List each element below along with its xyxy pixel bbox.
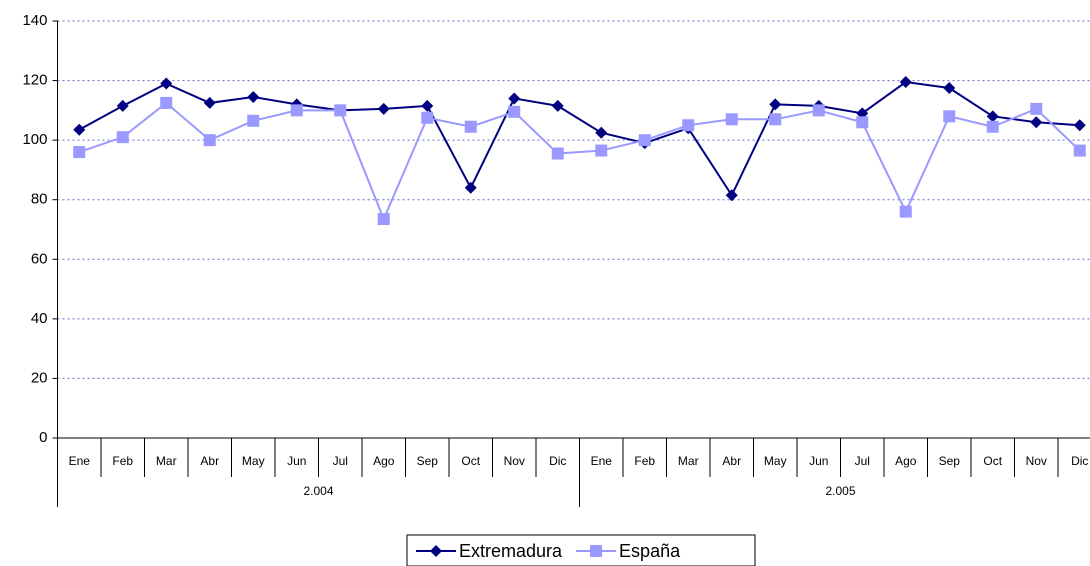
data-point [247, 90, 260, 103]
x-tick-label: May [242, 454, 265, 468]
series-line [78, 81, 1080, 198]
data-point [160, 96, 173, 109]
x-tick-label: Dic [1071, 454, 1088, 468]
x-tick-label: Ago [895, 454, 917, 468]
data-point [1030, 102, 1043, 115]
data-point [203, 134, 216, 147]
group-label: 2.005 [825, 484, 855, 498]
data-point [638, 134, 651, 147]
x-tick-label: Oct [983, 454, 1002, 468]
x-tick-label: Jul [855, 454, 870, 468]
legend-label: España [619, 541, 681, 561]
x-tick-label: May [764, 454, 787, 468]
data-point [377, 102, 390, 115]
x-tick-label: Jun [287, 454, 306, 468]
data-point [986, 120, 999, 133]
x-tick-label: Jul [333, 454, 348, 468]
data-point [334, 104, 347, 117]
x-tick-label: Ene [69, 454, 91, 468]
data-point [595, 144, 608, 157]
data-point [116, 99, 129, 112]
x-tick-label: Ene [591, 454, 613, 468]
x-tick-label: Ago [373, 454, 395, 468]
data-point [769, 98, 782, 111]
x-tick-label: Sep [939, 454, 961, 468]
y-tick-label: 80 [31, 191, 48, 208]
x-tick-label: Abr [722, 454, 741, 468]
x-tick-label: Mar [678, 454, 699, 468]
data-point [1073, 144, 1086, 157]
data-point [116, 131, 129, 144]
data-point [899, 76, 912, 89]
x-tick-label: Feb [112, 454, 133, 468]
legend-label: Extremadura [459, 541, 563, 561]
data-point [769, 113, 782, 126]
y-tick-label: 60 [31, 250, 48, 267]
x-tick-label: Oct [461, 454, 480, 468]
data-point [203, 96, 216, 109]
data-point [943, 110, 956, 123]
y-tick-label: 100 [22, 131, 47, 148]
data-point [160, 77, 173, 90]
data-point [682, 119, 695, 132]
y-tick-label: 120 [22, 72, 47, 89]
data-point [421, 99, 434, 112]
data-point [725, 189, 738, 202]
data-point [73, 123, 86, 136]
data-point [464, 181, 477, 194]
data-point [856, 116, 869, 129]
x-tick-label: Sep [417, 454, 439, 468]
legend-marker [590, 545, 603, 557]
x-tick-label: Abr [200, 454, 219, 468]
y-tick-label: 0 [39, 429, 47, 446]
x-tick-label: Jun [809, 454, 828, 468]
data-point [595, 126, 608, 139]
y-tick-label: 20 [31, 369, 48, 386]
data-point [551, 147, 564, 160]
data-point [899, 205, 912, 218]
x-tick-label: Dic [549, 454, 566, 468]
data-point [73, 146, 86, 159]
data-point [377, 213, 390, 226]
data-point [551, 99, 564, 112]
y-tick-label: 140 [22, 12, 47, 29]
data-point [508, 92, 521, 105]
x-tick-label: Feb [634, 454, 655, 468]
data-point [725, 113, 738, 126]
data-point [1073, 119, 1086, 132]
data-point [986, 110, 999, 123]
data-point [247, 114, 260, 127]
data-point [421, 111, 434, 124]
data-point [812, 104, 825, 117]
x-tick-label: Nov [1026, 454, 1047, 468]
legend-marker [430, 545, 442, 557]
group-label: 2.004 [303, 484, 333, 498]
y-tick-label: 40 [31, 310, 48, 327]
x-tick-label: Nov [504, 454, 525, 468]
x-tick-label: Mar [156, 454, 177, 468]
series-line [78, 101, 1081, 222]
data-point [943, 82, 956, 95]
data-point [464, 120, 477, 133]
data-point [508, 105, 521, 118]
data-point [1030, 116, 1043, 129]
data-point [290, 104, 303, 117]
